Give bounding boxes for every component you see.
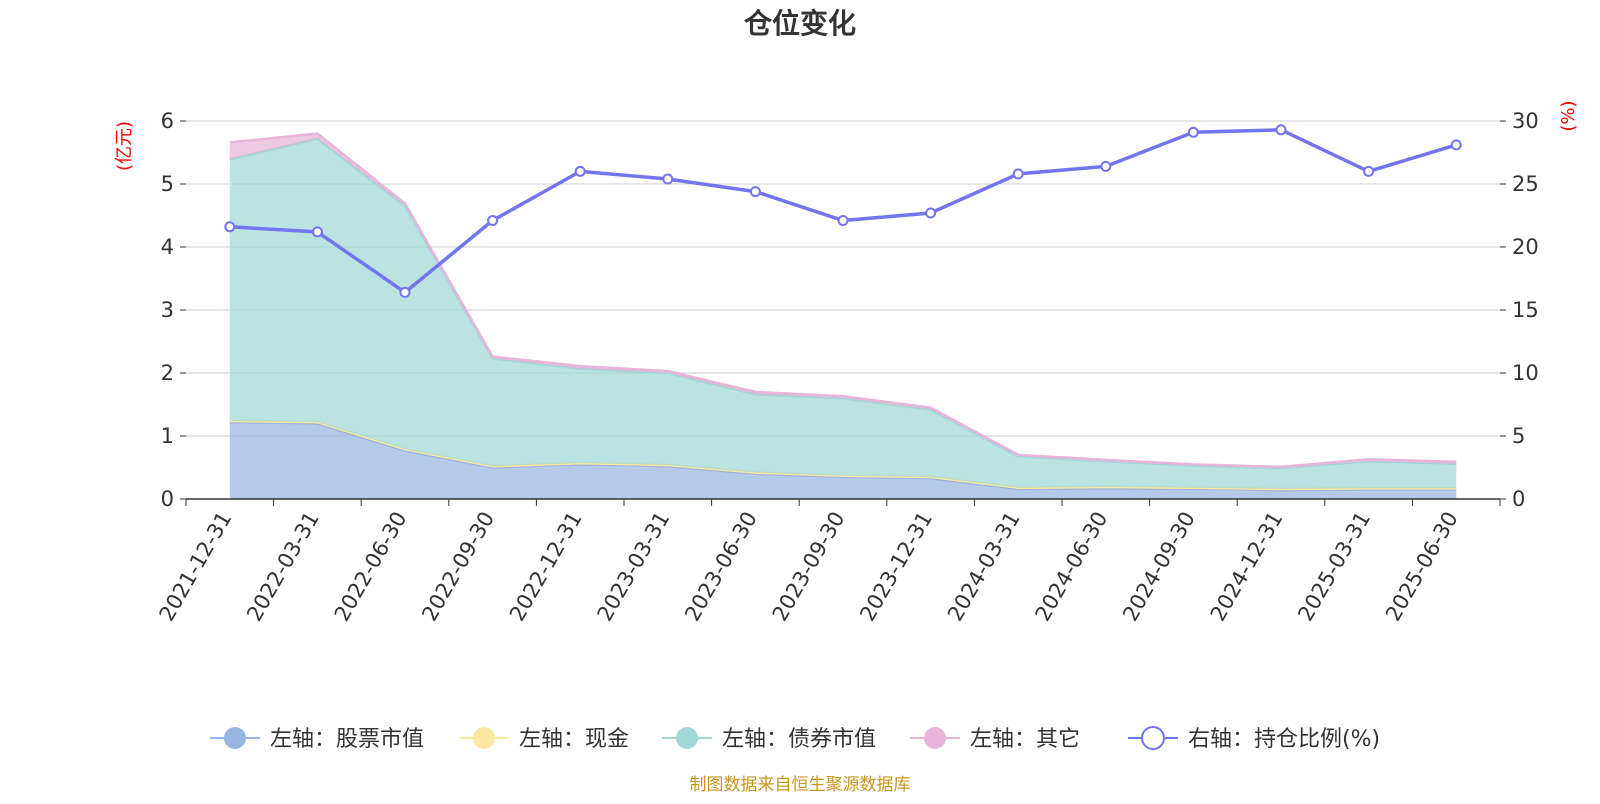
area-layer xyxy=(229,132,1457,499)
legend-label: 左轴：股票市值 xyxy=(270,727,424,752)
legend: 左轴：股票市值 左轴：现金 左轴：债券市值 左轴：其它 右轴：持仓比例(%) xyxy=(210,726,1380,752)
legend-label: 左轴：现金 xyxy=(519,727,629,752)
ratio-point xyxy=(1187,126,1199,138)
ratio-point xyxy=(1100,160,1112,172)
left-axis-tick-label: 0 xyxy=(161,487,174,511)
left-axis-tick-label: 5 xyxy=(161,172,174,196)
right-axis-unit: (%) xyxy=(1558,100,1579,131)
x-axis-tick-label: 2022-09-30 xyxy=(417,508,499,626)
ratio-point xyxy=(925,207,937,219)
right-axis-tick-label: 15 xyxy=(1512,298,1539,322)
area-series-2 xyxy=(229,138,1457,489)
ratio-point xyxy=(1275,124,1287,136)
right-axis-tick-label: 5 xyxy=(1512,424,1525,448)
x-axis-tick-label: 2024-03-31 xyxy=(943,508,1025,626)
ratio-point xyxy=(311,226,323,238)
x-axis-tick-label: 2025-06-30 xyxy=(1381,508,1463,626)
x-axis-tick-label: 2024-12-31 xyxy=(1206,508,1288,626)
legend-label: 左轴：债券市值 xyxy=(722,727,876,752)
legend-item-2: 左轴：债券市值 xyxy=(662,727,876,752)
right-axis-tick-label: 20 xyxy=(1512,235,1539,259)
legend-label: 左轴：其它 xyxy=(970,727,1080,752)
left-axis-tick-label: 4 xyxy=(161,235,174,259)
x-axis-tick-label: 2021-12-31 xyxy=(155,508,237,626)
ratio-point xyxy=(662,173,674,185)
ratio-point xyxy=(1012,168,1024,180)
ratio-point xyxy=(837,215,849,226)
legend-marker xyxy=(924,727,946,749)
x-axis-tick-label: 2022-06-30 xyxy=(330,508,412,626)
x-axis-tick-label: 2024-09-30 xyxy=(1118,508,1200,626)
x-axis-tick-label: 2022-12-31 xyxy=(505,508,587,626)
area-series-edge-3 xyxy=(229,132,1457,469)
area-series-0 xyxy=(229,422,1457,499)
ratio-point xyxy=(574,165,586,177)
ratio-point xyxy=(1450,139,1462,151)
x-axis-tick-label: 2023-03-31 xyxy=(593,508,675,626)
left-axis-unit: (亿元) xyxy=(114,121,135,171)
left-axis-tick-label: 1 xyxy=(161,424,174,448)
ratio-line-layer xyxy=(224,124,1462,298)
x-axis-tick-label: 2024-06-30 xyxy=(1031,508,1113,626)
ratio-point xyxy=(1363,165,1375,177)
legend-marker xyxy=(1141,726,1165,750)
chart-title: 仓位变化 xyxy=(744,7,856,40)
x-axis-tick-label: 2023-12-31 xyxy=(855,508,937,626)
legend-label: 右轴：持仓比例(%) xyxy=(1188,727,1380,752)
x-axis-tick-label: 2025-03-31 xyxy=(1293,508,1375,626)
x-axis-tick-label: 2023-09-30 xyxy=(768,508,850,626)
ratio-point xyxy=(224,221,236,233)
legend-item-1: 左轴：现金 xyxy=(459,727,629,752)
right-axis-tick-label: 25 xyxy=(1512,172,1539,196)
left-axis-tick-label: 6 xyxy=(161,109,174,133)
legend-marker xyxy=(224,727,246,749)
ratio-point xyxy=(749,186,761,198)
left-axis-tick-label: 3 xyxy=(161,298,174,322)
right-axis-tick-label: 10 xyxy=(1512,361,1539,385)
legend-item-4: 右轴：持仓比例(%) xyxy=(1128,726,1380,752)
x-axis-tick-label: 2022-03-31 xyxy=(242,508,324,626)
legend-item-3: 左轴：其它 xyxy=(910,727,1080,752)
right-axis-tick-label: 0 xyxy=(1512,487,1525,511)
ratio-point xyxy=(487,215,499,226)
legend-marker xyxy=(473,727,495,749)
ratio-point xyxy=(399,286,411,298)
legend-marker xyxy=(676,727,698,749)
legend-item-0: 左轴：股票市值 xyxy=(210,727,424,752)
data-source-note: 制图数据来自恒生聚源数据库 xyxy=(690,775,911,795)
right-axis-tick-label: 30 xyxy=(1512,109,1539,133)
x-axis-tick-label: 2023-06-30 xyxy=(680,508,762,626)
left-axis-tick-label: 2 xyxy=(161,361,174,385)
